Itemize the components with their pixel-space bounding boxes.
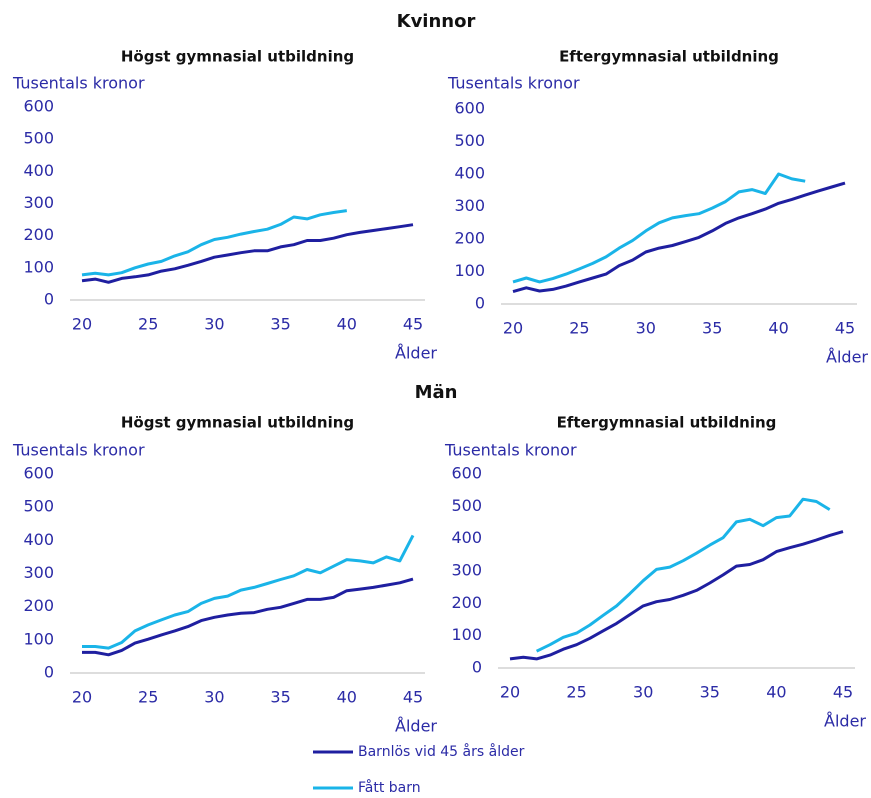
x-tick-label: 25	[569, 319, 589, 338]
chart-title: Högst gymnasial utbildning	[121, 48, 354, 66]
x-axis-label: Ålder	[395, 717, 437, 736]
x-tick-label: 30	[636, 319, 656, 338]
series-line	[512, 181, 846, 294]
y-tick-label: 100	[23, 257, 54, 276]
y-tick-label: 500	[23, 497, 54, 516]
x-tick-label: 20	[72, 688, 92, 707]
y-tick-label: 600	[451, 464, 482, 483]
y-tick-label: 600	[23, 464, 54, 483]
legend-label: Barnlös vid 45 års ålder	[358, 743, 525, 760]
x-tick-label: 35	[700, 683, 720, 702]
y-axis-label: Tusentals kronor	[12, 74, 145, 93]
y-tick-label: 400	[23, 530, 54, 549]
x-tick-label: 20	[72, 315, 92, 334]
y-tick-label: 100	[451, 625, 482, 644]
series-line	[82, 577, 414, 657]
x-tick-label: 45	[835, 319, 855, 338]
x-tick-label: 25	[138, 315, 158, 334]
section-title: Kvinnor	[397, 11, 476, 32]
x-tick-label: 40	[337, 315, 357, 334]
y-tick-label: 600	[23, 97, 54, 116]
series-line	[81, 223, 414, 284]
section-title: Män	[415, 382, 458, 403]
y-tick-label: 300	[451, 561, 482, 580]
series-line	[509, 530, 844, 661]
series-line	[81, 209, 348, 277]
y-axis-label: Tusentals kronor	[444, 441, 577, 460]
x-tick-label: 40	[337, 688, 357, 707]
y-tick-label: 200	[454, 229, 485, 248]
y-tick-label: 400	[454, 164, 485, 183]
chart-title: Eftergymnasial utbildning	[557, 414, 777, 432]
x-tick-label: 40	[766, 683, 786, 702]
series-line	[82, 534, 415, 650]
y-tick-label: 100	[23, 629, 54, 648]
y-tick-label: 0	[475, 294, 485, 313]
y-tick-label: 400	[451, 528, 482, 547]
x-axis-label: Ålder	[395, 344, 437, 363]
x-tick-label: 20	[503, 319, 523, 338]
y-tick-label: 200	[23, 596, 54, 615]
y-tick-label: 500	[23, 129, 54, 148]
y-tick-label: 300	[23, 193, 54, 212]
x-tick-label: 35	[270, 315, 290, 334]
x-tick-label: 30	[633, 683, 653, 702]
series-line	[512, 172, 806, 284]
y-tick-label: 0	[472, 658, 482, 677]
y-tick-label: 0	[44, 663, 54, 682]
y-tick-label: 200	[23, 225, 54, 244]
y-tick-label: 500	[451, 496, 482, 515]
y-axis-label: Tusentals kronor	[447, 74, 580, 93]
y-tick-label: 100	[454, 261, 485, 280]
x-tick-label: 30	[204, 688, 224, 707]
x-tick-label: 25	[138, 688, 158, 707]
x-tick-label: 40	[768, 319, 788, 338]
x-tick-label: 20	[500, 683, 520, 702]
y-tick-label: 0	[44, 290, 54, 309]
x-tick-label: 35	[270, 688, 290, 707]
y-tick-label: 500	[454, 131, 485, 150]
y-tick-label: 300	[454, 196, 485, 215]
x-tick-label: 45	[833, 683, 853, 702]
y-tick-label: 600	[454, 99, 485, 118]
x-tick-label: 35	[702, 319, 722, 338]
y-tick-label: 200	[451, 593, 482, 612]
x-tick-label: 25	[566, 683, 586, 702]
y-axis-label: Tusentals kronor	[12, 441, 145, 460]
legend-label: Fått barn	[358, 779, 421, 796]
x-tick-label: 30	[204, 315, 224, 334]
x-tick-label: 45	[403, 688, 423, 707]
y-tick-label: 400	[23, 161, 54, 180]
x-axis-label: Ålder	[826, 348, 868, 367]
series-line	[535, 497, 831, 653]
y-tick-label: 300	[23, 563, 54, 582]
x-tick-label: 45	[403, 315, 423, 334]
chart-title: Eftergymnasial utbildning	[559, 48, 779, 66]
x-axis-label: Ålder	[824, 712, 866, 731]
chart-title: Högst gymnasial utbildning	[121, 414, 354, 432]
